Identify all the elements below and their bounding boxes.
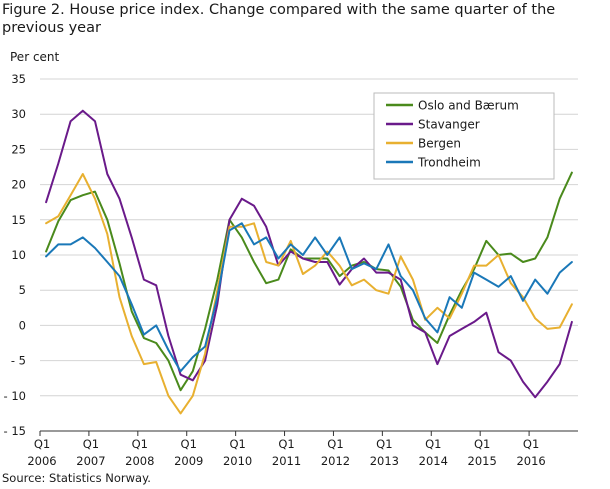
x-tick-year: 2015	[468, 454, 497, 468]
x-axis-ticks: Q1 2006 Q1 2007 Q1 2008 Q1 2009 Q1 2010 Q1 2011 Q1 20…	[27, 431, 546, 468]
x-tick-quarter: Q1	[34, 437, 50, 451]
series-line-bergen	[45, 173, 573, 415]
series-lines	[45, 109, 573, 415]
y-tick-label: 15	[11, 213, 26, 227]
x-tick-quarter: Q1	[278, 437, 294, 451]
legend-label: Trondheim	[417, 156, 481, 170]
y-tick-label: - 15	[4, 424, 26, 438]
x-tick-year: 2009	[174, 454, 203, 468]
legend-box	[373, 92, 555, 180]
x-tick-quarter: Q1	[523, 437, 539, 451]
y-tick-label: - 5	[11, 354, 26, 368]
x-tick-year: 2007	[76, 454, 105, 468]
x-tick-year: 2006	[27, 454, 56, 468]
chart-title: Figure 2. House price index. Change comp…	[2, 2, 556, 36]
y-axis-ticks: 35 30 25 20 15 10 5 0 - 5 - 10 - 15	[4, 72, 26, 438]
y-tick-label: 5	[19, 283, 26, 297]
y-tick-label: 0	[19, 318, 26, 332]
y-tick-label: 35	[11, 72, 26, 86]
x-tick-quarter: Q1	[474, 437, 490, 451]
legend-label: Stavanger	[418, 118, 480, 132]
y-axis-label: Per cent	[10, 50, 60, 64]
legend: Oslo and Bærum Stavanger Bergen Trondheim	[373, 92, 555, 180]
x-tick-quarter: Q1	[376, 437, 392, 451]
series-line-oslo-and-b-rum	[45, 171, 573, 392]
x-tick-quarter: Q1	[181, 437, 197, 451]
source-note: Source: Statistics Norway.	[2, 471, 151, 485]
y-tick-label: 10	[11, 248, 26, 262]
y-tick-label: 25	[11, 142, 26, 156]
series-line-trondheim	[45, 222, 573, 373]
x-tick-year: 2013	[370, 454, 399, 468]
x-tick-year: 2008	[125, 454, 154, 468]
legend-label: Oslo and Bærum	[418, 99, 519, 113]
grid-lines	[40, 78, 578, 432]
x-tick-year: 2014	[419, 454, 448, 468]
x-tick-year: 2012	[321, 454, 350, 468]
x-tick-quarter: Q1	[425, 437, 441, 451]
x-tick-year: 2010	[223, 454, 252, 468]
x-tick-quarter: Q1	[229, 437, 245, 451]
legend-label: Bergen	[418, 137, 461, 151]
y-tick-label: 30	[11, 107, 26, 121]
x-tick-year: 2011	[272, 454, 301, 468]
x-tick-quarter: Q1	[83, 437, 99, 451]
x-tick-year: 2016	[516, 454, 545, 468]
y-tick-label: 20	[11, 178, 26, 192]
series-line-stavanger	[45, 109, 573, 399]
x-tick-quarter: Q1	[132, 437, 148, 451]
y-tick-label: - 10	[4, 389, 26, 403]
x-tick-quarter: Q1	[327, 437, 343, 451]
